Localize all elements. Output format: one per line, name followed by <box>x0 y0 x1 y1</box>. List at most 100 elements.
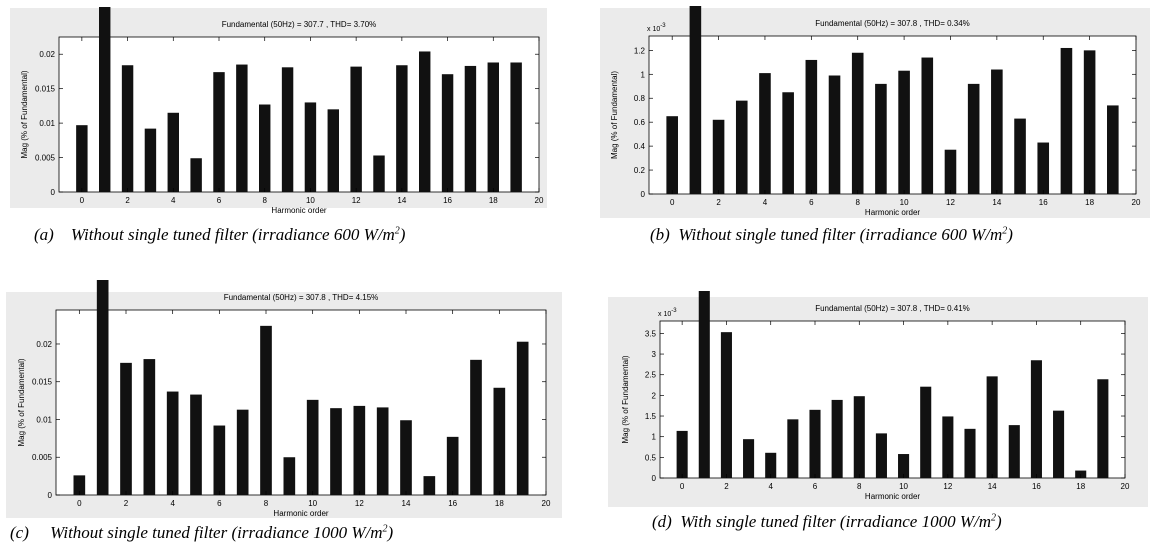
y-tick-label: 0.005 <box>35 154 56 163</box>
caption-close: ) <box>1007 225 1013 244</box>
caption-superscript: 2 <box>1002 225 1008 237</box>
bar-h13 <box>373 155 385 192</box>
bar-h15 <box>1008 425 1020 478</box>
y-tick-label: 1 <box>641 70 646 79</box>
bar-h16 <box>441 74 454 192</box>
bar-h10 <box>306 399 319 495</box>
bar-h9 <box>283 457 296 495</box>
x-tick-label: 0 <box>680 482 685 491</box>
caption-b: (b) Without single tuned filter (irradia… <box>650 225 1013 245</box>
bar-h16 <box>446 436 459 495</box>
y-tick-label: 1 <box>652 433 657 442</box>
bar-h1 <box>689 6 702 194</box>
bar-h16 <box>1037 142 1050 194</box>
y-tick-label: 0.5 <box>645 453 657 462</box>
plot-area <box>55 309 547 496</box>
bar-h14 <box>991 69 1003 194</box>
bar-h3 <box>143 359 156 495</box>
bar-h2 <box>720 332 732 478</box>
bar-h7 <box>828 75 841 194</box>
y-tick-label: 3 <box>652 350 657 359</box>
x-tick-label: 6 <box>217 499 222 508</box>
bar-h11 <box>921 57 934 194</box>
caption-superscript: 2 <box>382 523 388 535</box>
x-tick-label: 6 <box>813 482 818 491</box>
bar-chart-b: 0 0.2 0.4 0.6 0.8 1 1.2 0 2 4 6 8 10 12 14 16 18 20 Fundam… <box>610 6 1141 217</box>
bar-h9 <box>875 433 887 478</box>
y-tick-label: 2 <box>652 391 657 400</box>
bar-h17 <box>1053 410 1065 478</box>
x-tick-label: 20 <box>1132 198 1141 207</box>
x-tick-label: 12 <box>355 499 364 508</box>
chart-title: Fundamental (50Hz) = 307.8 , THD= 0.34% <box>815 19 970 28</box>
bar-h3 <box>144 128 157 192</box>
bar-h5 <box>190 158 202 192</box>
x-tick-label: 8 <box>262 196 267 205</box>
x-tick-label: 18 <box>489 196 498 205</box>
bar-h7 <box>236 64 248 192</box>
caption-text: With single tuned filter (irradiance 100… <box>680 512 992 531</box>
x-tick-label: 0 <box>77 499 82 508</box>
bar-h8 <box>260 325 272 495</box>
caption-close: ) <box>996 512 1002 531</box>
x-tick-label: 12 <box>946 198 955 207</box>
bar-h6 <box>805 59 818 194</box>
caption-text: Without single tuned filter (irradiance … <box>70 225 395 244</box>
bar-h4 <box>765 452 777 478</box>
x-tick-label: 10 <box>306 196 315 205</box>
y-tick-label: 0.02 <box>39 50 55 59</box>
x-tick-label: 16 <box>1039 198 1048 207</box>
bar-h12 <box>942 416 954 478</box>
y-tick-label: 0.8 <box>634 94 646 103</box>
bar-h0 <box>676 430 688 478</box>
caption-superscript: 2 <box>991 512 997 524</box>
caption-a: (a) Without single tuned filter (irradia… <box>34 225 405 245</box>
bar-h12 <box>353 405 366 495</box>
bar-h13 <box>964 428 976 478</box>
y-tick-label: 0.005 <box>32 453 53 462</box>
x-tick-label: 12 <box>352 196 361 205</box>
bar-h7 <box>831 399 843 478</box>
x-tick-label: 16 <box>448 499 457 508</box>
x-tick-label: 0 <box>670 198 675 207</box>
x-tick-label: 8 <box>264 499 269 508</box>
x-tick-label: 14 <box>397 196 406 205</box>
caption-close: ) <box>387 523 394 542</box>
y-axis-exponent: x 10-3 <box>647 23 666 33</box>
bar-h1 <box>99 7 111 192</box>
bar-h2 <box>120 362 132 495</box>
bar-h1 <box>96 280 109 495</box>
chart-title: Fundamental (50Hz) = 307.8 , THD= 4.15% <box>224 293 379 302</box>
bar-h10 <box>304 102 317 192</box>
bar-h9 <box>281 67 294 192</box>
bar-h7 <box>236 409 249 495</box>
bar-h18 <box>493 387 506 495</box>
bar-h1 <box>698 291 710 478</box>
bar-h5 <box>782 92 794 194</box>
bar-h12 <box>944 149 957 194</box>
caption-text: Without single tuned filter (irradiance … <box>678 225 1003 244</box>
y-tick-label: 0.015 <box>35 85 56 94</box>
bar-h5 <box>787 419 799 478</box>
bar-h8 <box>259 104 271 192</box>
bar-chart-c: 0 0.005 0.01 0.015 0.02 0 2 4 6 8 10 12 14 16 18 20 Fund… <box>17 280 551 518</box>
bar-h2 <box>121 65 134 192</box>
x-tick-label: 20 <box>1121 482 1130 491</box>
bar-h9 <box>875 83 887 194</box>
bar-h11 <box>327 109 339 192</box>
caption-tag: (d) <box>652 512 672 531</box>
bar-h6 <box>809 409 821 478</box>
bar-h17 <box>470 359 482 495</box>
x-tick-label: 14 <box>402 499 411 508</box>
bar-h17 <box>1060 47 1073 194</box>
x-axis-label: Harmonic order <box>865 492 920 501</box>
x-tick-label: 18 <box>1076 482 1085 491</box>
bar-h8 <box>853 396 865 478</box>
bar-h15 <box>419 51 431 192</box>
y-tick-label: 0.015 <box>32 378 53 387</box>
y-tick-label: 0.2 <box>634 166 646 175</box>
bar-h13 <box>376 407 389 495</box>
chart-title: Fundamental (50Hz) = 307.8 , THD= 0.41% <box>815 304 970 313</box>
caption-tag: (c) <box>10 523 29 542</box>
bar-h4 <box>166 391 179 495</box>
